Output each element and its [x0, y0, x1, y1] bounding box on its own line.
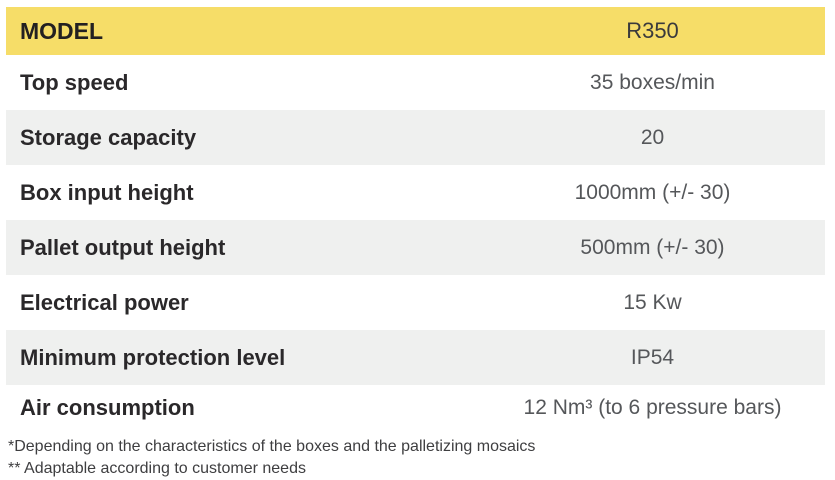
spec-value: IP54: [630, 345, 675, 369]
spec-label: Electrical power: [20, 289, 189, 315]
spec-row-electrical-power: Electrical power 15 Kw: [6, 275, 825, 330]
spec-row-minimum-protection-level: Minimum protection level IP54: [6, 330, 825, 385]
footnote-adaptable: ** Adaptable according to customer needs: [8, 460, 306, 477]
spec-value: 20: [640, 125, 665, 149]
spec-label: Minimum protection level: [20, 344, 286, 370]
model-header-value: R350: [626, 18, 679, 43]
spec-row-air-consumption: Air consumption 12 Nm³ (to 6 pressure ba…: [6, 385, 825, 431]
spec-value: 12 Nm³ (to 6 pressure bars): [523, 396, 782, 419]
footnote-boxes-mosaics: *Depending on the characteristics of the…: [8, 438, 536, 455]
spec-label: Box input height: [20, 179, 194, 205]
table-header-row: MODEL R350: [6, 7, 825, 55]
spec-row-top-speed: Top speed 35 boxes/min: [6, 55, 825, 110]
spec-value: 500mm (+/- 30): [580, 235, 725, 259]
model-header-label: MODEL: [20, 17, 104, 44]
spec-value: 1000mm (+/- 30): [574, 180, 731, 204]
spec-label: Pallet output height: [20, 234, 226, 260]
spec-row-box-input-height: Box input height 1000mm (+/- 30): [6, 165, 825, 220]
spec-value: 35 boxes/min: [590, 70, 715, 94]
spec-value: 15 Kw: [623, 290, 682, 314]
spec-row-storage-capacity: Storage capacity 20: [6, 110, 825, 165]
footnotes: *Depending on the characteristics of the…: [6, 436, 825, 480]
spec-table: MODEL R350 Top speed 35 boxes/min Storag…: [6, 7, 825, 431]
spec-label: Storage capacity: [20, 124, 197, 150]
spec-label: Top speed: [20, 69, 129, 95]
spec-row-pallet-output-height: Pallet output height 500mm (+/- 30): [6, 220, 825, 275]
spec-label: Air consumption: [20, 395, 195, 420]
